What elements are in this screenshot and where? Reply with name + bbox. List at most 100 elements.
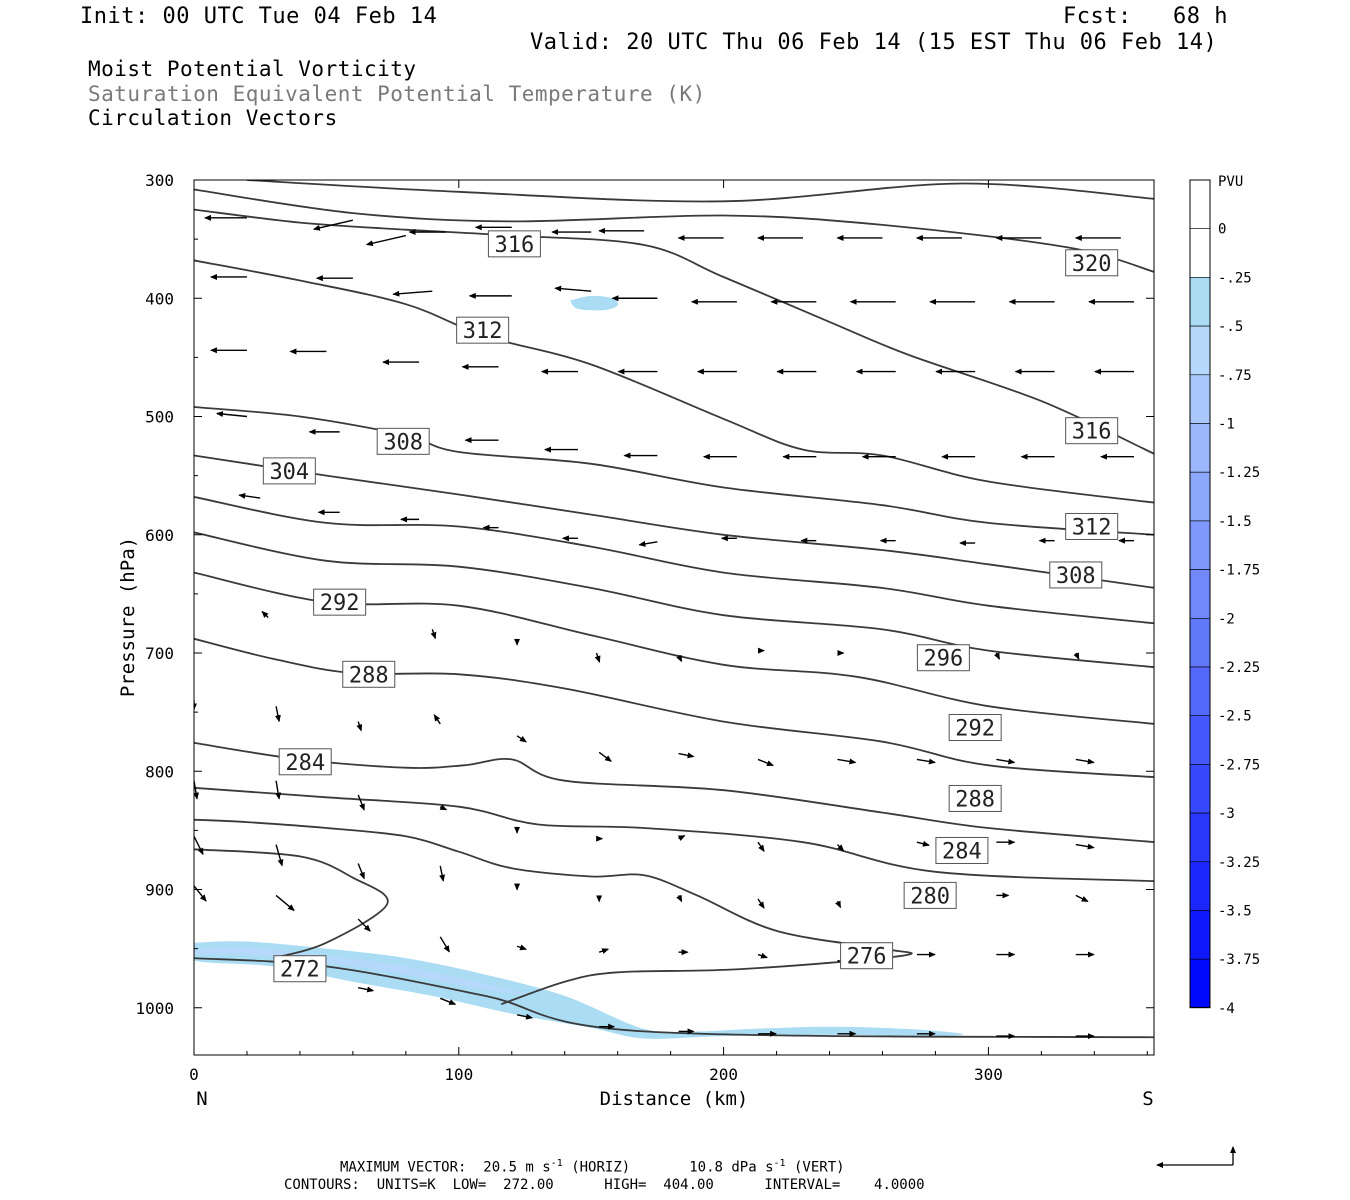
vector-106 — [1075, 894, 1089, 903]
colorbar-swatch-14 — [1189, 861, 1211, 911]
contour-label-288: 288 — [955, 787, 995, 812]
north-label: N — [196, 1088, 207, 1110]
y-tick-label-1000: 1000 — [135, 999, 174, 1018]
colorbar-level-label: -2.5 — [1218, 709, 1252, 725]
vector-54 — [638, 540, 658, 547]
pvu-colorbar: PVU 0 -.25 -.5 -.75 -1 -1.25 -1.5 -1.75 -2 -2.25 -2… — [1189, 174, 1260, 1017]
vector-97 — [357, 863, 365, 880]
contour-label-box-7 — [1049, 561, 1103, 589]
axes: 300 400 500 600 700 800 900 1000 0 100 200 300 — [135, 171, 1154, 1084]
mpv-region-1 — [570, 295, 619, 311]
vector-17 — [554, 285, 592, 292]
field-title-vectors: Circulation Vectors — [88, 106, 338, 130]
contour-label-276: 276 — [847, 945, 887, 970]
colorbar-swatch-9 — [1189, 617, 1211, 668]
x-tick-label-0: 0 — [189, 1065, 199, 1084]
contour-label-box-5 — [262, 457, 316, 485]
contour-276-2 — [194, 818, 913, 1006]
max-vector-text: MAXIMUM VECTOR: 20.5 m s-1 (HORIZ) 10.8 … — [340, 1158, 845, 1176]
vector-121 — [440, 997, 457, 1005]
colorbar-level-label: -3.5 — [1218, 904, 1252, 920]
vector-75 — [516, 735, 527, 743]
vector-76 — [598, 751, 612, 762]
x-tick-label-100: 100 — [444, 1065, 473, 1084]
colorbar-swatch-15 — [1189, 910, 1211, 960]
contour-288-5 — [194, 637, 1154, 779]
colorbar-level-label: -2.75 — [1218, 757, 1260, 773]
y-tick-label-400: 400 — [145, 289, 174, 308]
field-title-mpv: Moist Potential Vorticity — [88, 57, 417, 81]
mpv-shading — [194, 295, 963, 1039]
x-tick-label-200: 200 — [709, 1065, 738, 1084]
vector-86 — [439, 804, 448, 811]
contour-label-box-10 — [342, 660, 396, 688]
contour-label-316: 316 — [1072, 420, 1112, 445]
vector-92 — [916, 840, 930, 847]
vector-96 — [275, 844, 284, 867]
colorbar-level-label: -3.75 — [1218, 952, 1260, 968]
vector-110 — [439, 936, 450, 953]
max-vector-vert-value: 10.8 dPa s — [689, 1159, 774, 1176]
contour-304-9 — [194, 454, 1154, 589]
vector-69 — [993, 652, 1000, 660]
contour-300-8 — [194, 496, 1154, 625]
vector-64 — [594, 652, 601, 663]
max-vector-horiz-value: MAXIMUM VECTOR: 20.5 m s — [340, 1159, 551, 1176]
vector-101 — [676, 894, 683, 903]
colorbar-swatch-3 — [1189, 325, 1211, 376]
contour-label-284: 284 — [942, 839, 982, 864]
contour-label-box-12 — [278, 748, 332, 776]
contour-label-box-14 — [935, 836, 989, 864]
contour-label-304: 304 — [269, 460, 309, 485]
vector-112 — [598, 948, 610, 954]
contour-label-box-9 — [916, 644, 970, 672]
vector-82 — [1075, 758, 1095, 765]
contour-label-284: 284 — [285, 751, 325, 776]
colorbar-level-label: -1.25 — [1218, 465, 1260, 481]
contour-label-box-16 — [840, 942, 894, 970]
vector-74 — [433, 714, 441, 725]
contour-label-296: 296 — [924, 647, 964, 672]
plot-frame — [193, 179, 1155, 1056]
colorbar-swatch-13 — [1189, 812, 1211, 863]
vector-90 — [757, 841, 765, 853]
vector-77 — [678, 752, 695, 759]
contour-label-308: 308 — [383, 430, 423, 455]
y-tick-label-600: 600 — [145, 526, 174, 545]
vector-85 — [357, 794, 365, 811]
vector-70 — [1073, 652, 1080, 660]
vector-61 — [261, 610, 269, 619]
vector-2 — [365, 234, 406, 247]
max-vector-horiz-sup: -1 — [550, 1158, 563, 1169]
vector-72 — [274, 706, 281, 723]
contour-info-text: CONTOURS: UNITS=K LOW= 272.00 HIGH= 404.… — [284, 1177, 925, 1193]
vector-120 — [358, 986, 375, 993]
colorbar-level-label: -3 — [1218, 806, 1235, 822]
colorbar-swatch-16 — [1189, 958, 1211, 1009]
contour-label-box-0 — [487, 230, 541, 258]
colorbar-level-label: -1.75 — [1218, 563, 1260, 579]
vector-102 — [757, 898, 765, 909]
colorbar-level-label: -.25 — [1218, 270, 1252, 286]
contour-324-14 — [246, 180, 1154, 203]
contour-label-box-17 — [273, 955, 327, 983]
vector-122 — [516, 1013, 534, 1020]
colorbar-swatch-1 — [1189, 228, 1211, 278]
vector-109 — [357, 918, 371, 932]
colorbar-frame — [1189, 179, 1211, 1008]
vector-73 — [356, 721, 363, 732]
contour-label-292: 292 — [320, 591, 360, 616]
y-tick-label-300: 300 — [145, 171, 174, 190]
vector-80 — [916, 758, 936, 765]
vector-103 — [835, 900, 842, 909]
contour-label-box-8 — [313, 588, 367, 616]
colorbar-swatch-12 — [1189, 764, 1211, 814]
y-axis-label: Pressure (hPa) — [117, 537, 139, 697]
contour-312-11 — [194, 259, 1154, 504]
contour-280-3 — [194, 786, 1154, 883]
colorbar-swatch-4 — [1189, 374, 1211, 424]
max-vector-vert-label: (VERT) — [785, 1159, 845, 1176]
colorbar-swatch-10 — [1189, 666, 1211, 717]
circulation-vectors — [194, 214, 1135, 1040]
